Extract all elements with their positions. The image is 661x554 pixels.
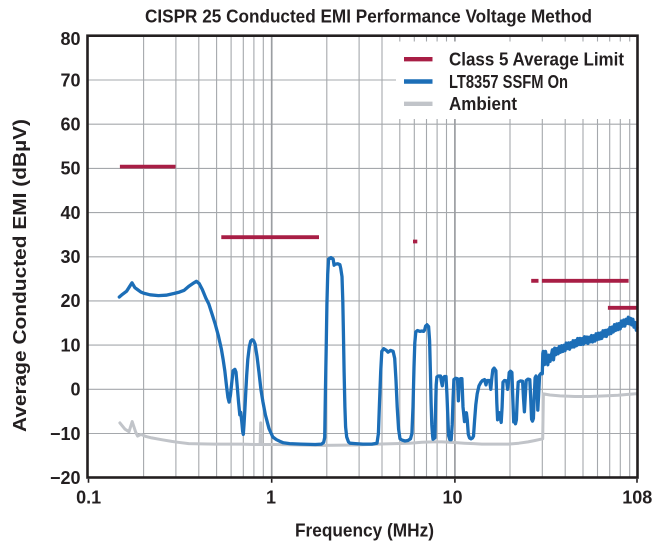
svg-text:CISPR 25 Conducted EMI Perform: CISPR 25 Conducted EMI Performance Volta…: [145, 7, 592, 27]
svg-text:20: 20: [60, 291, 80, 311]
svg-text:0.1: 0.1: [76, 488, 101, 508]
svg-text:40: 40: [60, 203, 80, 223]
svg-text:Average Conducted EMI (dBµV): Average Conducted EMI (dBµV): [10, 119, 30, 432]
svg-text:10: 10: [442, 488, 462, 508]
svg-text:10: 10: [60, 335, 80, 355]
svg-text:1: 1: [266, 488, 276, 508]
svg-text:50: 50: [60, 159, 80, 179]
svg-text:Class 5 Average Limit: Class 5 Average Limit: [449, 50, 624, 70]
svg-text:Frequency (MHz): Frequency (MHz): [295, 521, 434, 541]
svg-text:−10: −10: [50, 424, 81, 444]
svg-text:30: 30: [60, 247, 80, 267]
svg-text:−20: −20: [50, 468, 81, 488]
svg-text:Ambient: Ambient: [449, 94, 517, 114]
svg-text:60: 60: [60, 115, 80, 135]
svg-text:LT8357 SSFM On: LT8357 SSFM On: [449, 72, 568, 92]
svg-text:70: 70: [60, 70, 80, 90]
svg-text:0: 0: [70, 380, 80, 400]
svg-text:108: 108: [622, 488, 652, 508]
svg-text:80: 80: [60, 29, 80, 49]
